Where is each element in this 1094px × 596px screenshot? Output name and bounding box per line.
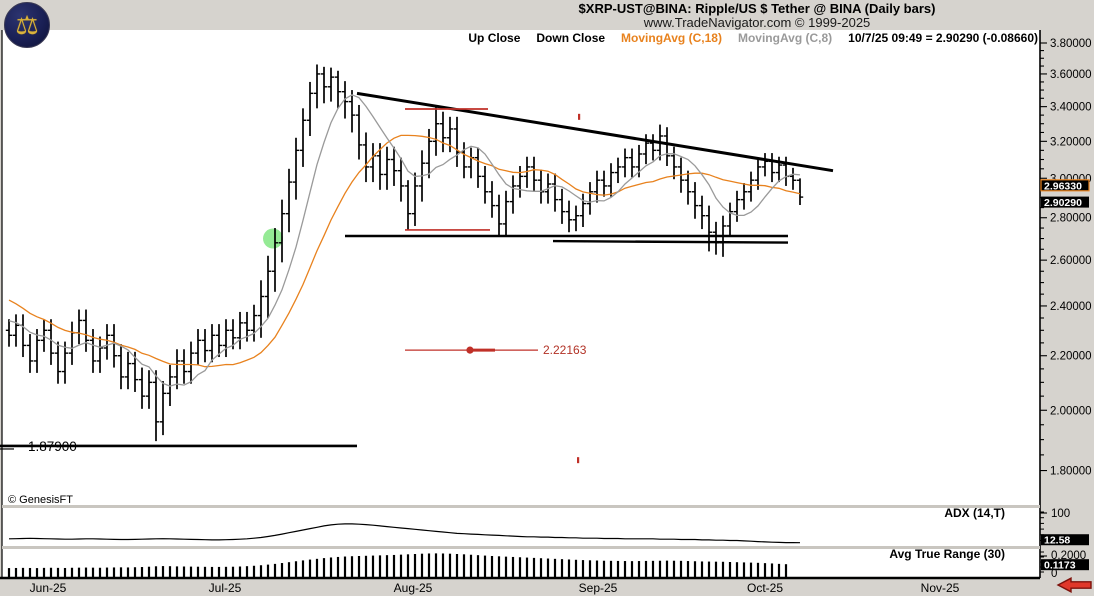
atr-axis-0: 0 <box>1051 568 1057 580</box>
green-highlight-marker[interactable] <box>263 228 283 249</box>
adx-panel-label[interactable]: ADX (14,T) <box>944 506 1005 520</box>
price-axis-label: 2.80000 <box>1050 213 1092 225</box>
atr-panel-label[interactable]: Avg True Range (30) <box>889 547 1005 561</box>
horizontal-support-line-b <box>552 239 789 244</box>
descending-trendline <box>356 91 834 173</box>
svg-text:12.58: 12.58 <box>1044 535 1070 547</box>
title-bar: $XRP-UST@BINA: Ripple/US $ Tether @ BINA… <box>420 2 1094 30</box>
scroll-left-arrow-icon[interactable] <box>1056 577 1092 593</box>
level-line-handle <box>466 346 474 354</box>
month-label: Aug-25 <box>394 581 433 595</box>
month-label: Jun-25 <box>30 581 67 595</box>
time-axis-labels: Jun-25 Jul-25 Aug-25 Sep-25 Oct-25 Nov-25 <box>30 581 960 595</box>
price-axis-label: 2.60000 <box>1050 255 1092 267</box>
price-axis-label: 3.80000 <box>1050 38 1092 50</box>
month-label: Oct-25 <box>747 581 783 595</box>
atr-value-box: 0.1173 <box>1041 559 1089 572</box>
price-axis-label: 3.40000 <box>1050 102 1092 114</box>
drawn-annotations[interactable]: 2.22163 1.87900 <box>0 91 834 464</box>
ma-value-box: 2.96330 <box>1040 179 1090 192</box>
red-tick-marker-bottom <box>577 457 580 464</box>
svg-text:2.90290: 2.90290 <box>1044 197 1082 209</box>
atr-axis-02: 0.2000 <box>1051 550 1086 562</box>
genesis-logo-icon: ⚖ <box>4 2 50 48</box>
atr-panel: 0.2000 0 <box>7 550 1086 580</box>
price-axis-label: 2.00000 <box>1050 405 1092 417</box>
legend-up-close[interactable]: Up Close <box>468 31 521 45</box>
chart-title: $XRP-UST@BINA: Ripple/US $ Tether @ BINA… <box>578 1 936 16</box>
price-axis[interactable]: 3.800003.600003.400003.200003.000002.800… <box>1040 38 1092 478</box>
svg-text:0.1173: 0.1173 <box>1044 560 1076 572</box>
month-label: Jul-25 <box>209 581 242 595</box>
major-support-label: 1.87900 <box>28 439 77 454</box>
legend-last-quote: 10/7/25 09:49 = 2.90290 (-0.08660) <box>848 31 1038 45</box>
adx-line[interactable] <box>8 523 801 544</box>
adx-value-box: 12.58 <box>1041 534 1089 547</box>
price-axis-label: 2.40000 <box>1050 301 1092 313</box>
chart-subtitle: www.TradeNavigator.com © 1999-2025 <box>643 15 871 30</box>
price-bars <box>5 64 804 442</box>
moving-average-line-18[interactable] <box>8 134 801 368</box>
legend-movingavg-18[interactable]: MovingAvg (C,18) <box>621 31 722 45</box>
moving-average-line-8[interactable] <box>8 94 801 387</box>
adx-panel: 100 <box>8 508 1070 544</box>
time-axis-strip[interactable] <box>0 579 1094 596</box>
adx-axis-100: 100 <box>1051 508 1070 520</box>
price-level-label: 2.22163 <box>543 343 587 357</box>
price-axis-label: 1.80000 <box>1050 466 1092 478</box>
legend-movingavg-8[interactable]: MovingAvg (C,8) <box>737 31 833 45</box>
price-axis-label: 3.60000 <box>1050 69 1092 81</box>
svg-text:2.96330: 2.96330 <box>1044 180 1082 192</box>
month-label: Nov-25 <box>921 581 960 595</box>
legend-row: Up Close Down Close MovingAvg (C,18) Mov… <box>468 31 1038 45</box>
price-axis-label: 2.20000 <box>1050 351 1092 363</box>
month-label: Sep-25 <box>579 581 618 595</box>
price-axis-label: 3.20000 <box>1050 136 1092 148</box>
legend-down-close[interactable]: Down Close <box>536 31 606 45</box>
genesis-copyright: © GenesisFT <box>8 494 73 506</box>
last-price-box: 2.90290 <box>1041 196 1089 209</box>
red-tick-marker-top <box>578 113 581 120</box>
